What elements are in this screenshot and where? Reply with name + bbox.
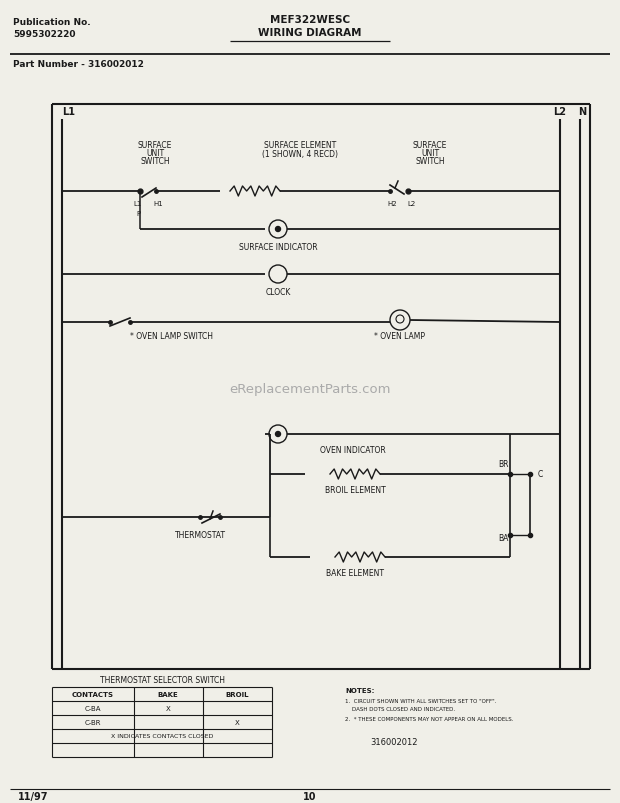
Text: SURFACE: SURFACE <box>413 141 447 149</box>
Text: X: X <box>234 719 239 725</box>
Text: OVEN INDICATOR: OVEN INDICATOR <box>320 446 386 455</box>
Text: H1: H1 <box>153 201 163 206</box>
Text: (1 SHOWN, 4 RECD): (1 SHOWN, 4 RECD) <box>262 149 338 158</box>
Text: L1: L1 <box>134 201 142 206</box>
Text: BROIL: BROIL <box>225 691 249 697</box>
Text: 2.  * THESE COMPONENTS MAY NOT APPEAR ON ALL MODELS.: 2. * THESE COMPONENTS MAY NOT APPEAR ON … <box>345 716 513 722</box>
Text: BAKE: BAKE <box>157 691 179 697</box>
Text: P: P <box>136 210 140 217</box>
Text: Part Number - 316002012: Part Number - 316002012 <box>13 60 144 69</box>
Text: UNIT: UNIT <box>421 149 439 157</box>
Text: N: N <box>578 107 586 117</box>
Text: X: X <box>166 705 171 711</box>
Text: MEF322WESC: MEF322WESC <box>270 15 350 25</box>
Text: * OVEN LAMP SWITCH: * OVEN LAMP SWITCH <box>130 332 213 341</box>
Text: THERMOSTAT SELECTOR SWITCH: THERMOSTAT SELECTOR SWITCH <box>99 675 224 685</box>
Text: C-BA: C-BA <box>85 705 101 711</box>
Text: SURFACE ELEMENT: SURFACE ELEMENT <box>264 141 336 149</box>
Text: THERMOSTAT: THERMOSTAT <box>174 531 226 540</box>
Text: CLOCK: CLOCK <box>265 288 291 297</box>
Text: BAKE ELEMENT: BAKE ELEMENT <box>326 569 384 578</box>
Text: SWITCH: SWITCH <box>140 157 170 165</box>
Text: WIRING DIAGRAM: WIRING DIAGRAM <box>259 28 361 38</box>
Text: H2: H2 <box>387 201 397 206</box>
Circle shape <box>275 227 280 232</box>
Text: NOTES:: NOTES: <box>345 687 374 693</box>
Text: C: C <box>538 470 543 479</box>
Text: UNIT: UNIT <box>146 149 164 157</box>
Text: C-BR: C-BR <box>85 719 101 725</box>
Text: L2: L2 <box>554 107 567 117</box>
Text: Publication No.: Publication No. <box>13 18 91 27</box>
Text: 5995302220: 5995302220 <box>13 30 76 39</box>
Text: BA: BA <box>498 534 508 543</box>
Text: 316002012: 316002012 <box>370 738 417 747</box>
Text: 11/97: 11/97 <box>18 791 48 801</box>
Text: SWITCH: SWITCH <box>415 157 445 165</box>
Text: SURFACE: SURFACE <box>138 141 172 149</box>
Text: 1.  CIRCUIT SHOWN WITH ALL SWITCHES SET TO "OFF".: 1. CIRCUIT SHOWN WITH ALL SWITCHES SET T… <box>345 699 497 703</box>
Text: BROIL ELEMENT: BROIL ELEMENT <box>325 486 386 495</box>
Circle shape <box>275 432 280 437</box>
Text: X INDICATES CONTACTS CLOSED: X INDICATES CONTACTS CLOSED <box>111 734 213 739</box>
Text: 10: 10 <box>303 791 317 801</box>
Text: BR: BR <box>498 460 508 469</box>
Text: L2: L2 <box>408 201 416 206</box>
Text: eReplacementParts.com: eReplacementParts.com <box>229 383 391 396</box>
Text: CONTACTS: CONTACTS <box>72 691 114 697</box>
Text: * OVEN LAMP: * OVEN LAMP <box>374 332 425 341</box>
Text: L1: L1 <box>62 107 75 117</box>
Text: DASH DOTS CLOSED AND INDICATED.: DASH DOTS CLOSED AND INDICATED. <box>345 707 455 711</box>
Text: SURFACE INDICATOR: SURFACE INDICATOR <box>239 243 317 252</box>
